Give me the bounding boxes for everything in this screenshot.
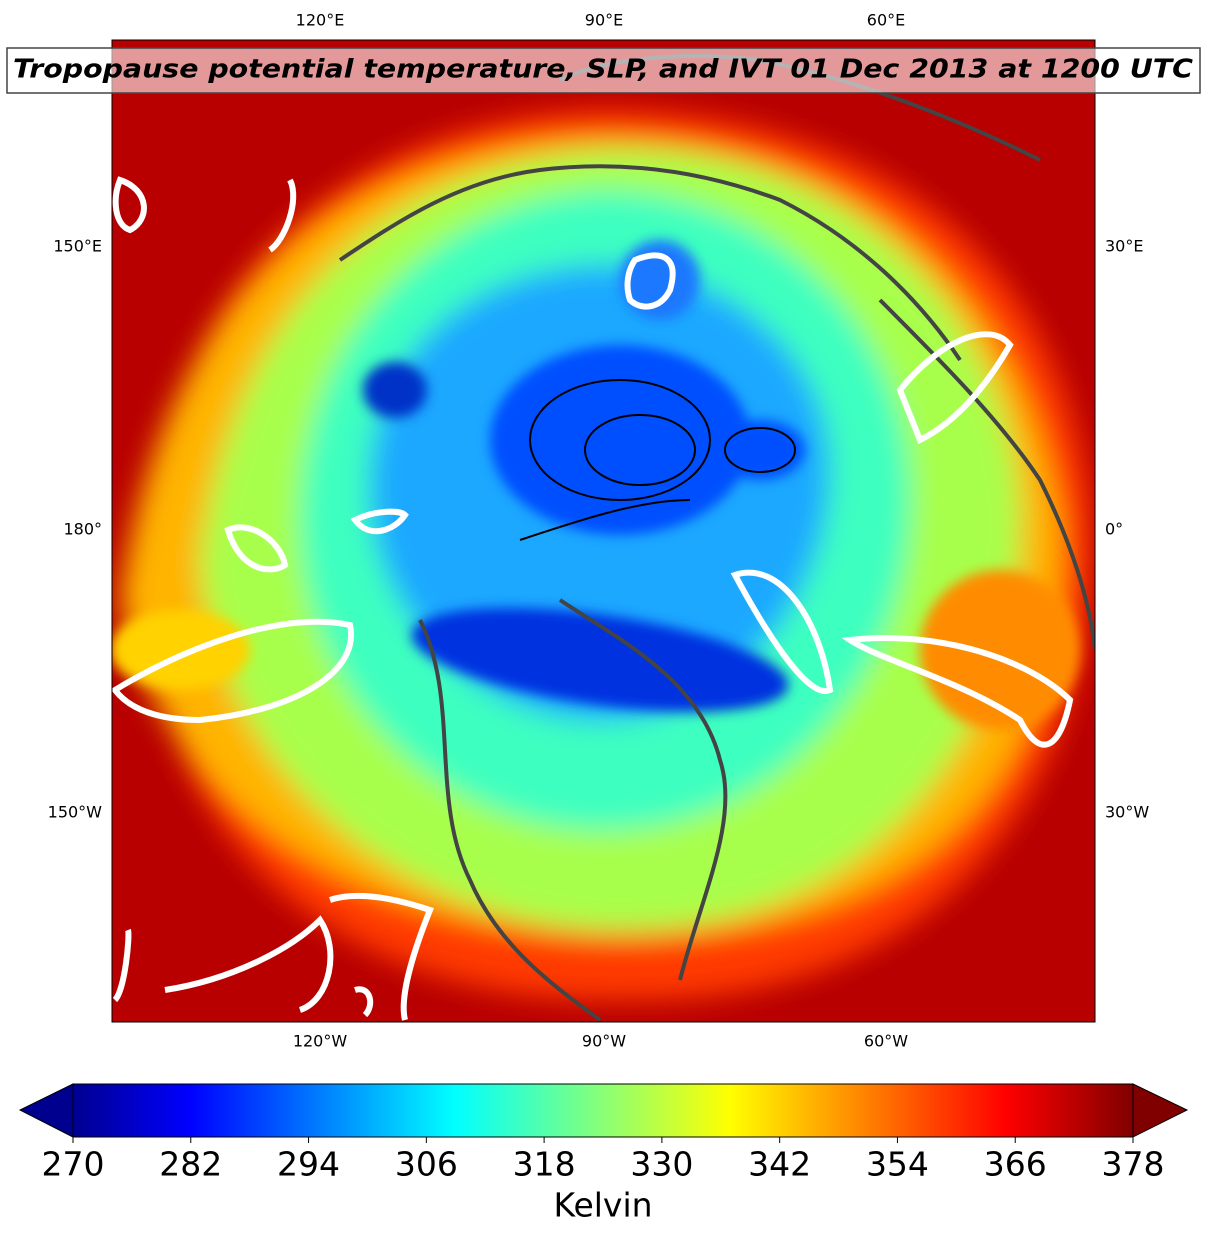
map-frame: [111, 39, 1096, 1023]
lon-label: 60°E: [867, 11, 905, 30]
lon-labels: 120°E 90°E 60°E 120°W 90°W 60°W 150°E 180° 150°W…: [48, 11, 1150, 1051]
slp-contours: [519, 379, 796, 541]
lon-label: 30°E: [1105, 237, 1143, 256]
lon-label: 150°E: [53, 237, 102, 256]
map-title: Tropopause potential temperature, SLP, a…: [13, 55, 1193, 85]
lon-label: 0°: [1105, 520, 1123, 539]
colorbar-tick-label: 306: [395, 1145, 458, 1184]
lon-label: 30°W: [1105, 803, 1149, 822]
colorbar-extend-low: [18, 1083, 74, 1138]
colorbar-tick-label: 294: [277, 1145, 340, 1184]
colorbar-tick-label: 366: [984, 1145, 1047, 1184]
colorbar-ticks: 270 282 294 306 318 330 342 354 366 378: [42, 1137, 1165, 1184]
colorbar-tick-label: 282: [159, 1145, 222, 1184]
colorbar: [18, 1083, 1189, 1138]
colorbar-label: Kelvin: [553, 1186, 652, 1225]
lon-label: 180°: [63, 520, 102, 539]
colorbar-tick-label: 378: [1102, 1145, 1165, 1184]
ivt-contours: [112, 176, 1074, 1021]
colorbar-tick-label: 330: [630, 1145, 693, 1184]
colorbar-tick-label: 342: [748, 1145, 811, 1184]
title-box: [6, 47, 1201, 94]
colorbar-extend-high: [1132, 1083, 1189, 1138]
lon-label: 90°E: [585, 11, 623, 30]
colorbar-bar: [72, 1083, 1134, 1138]
lon-label: 90°W: [582, 1032, 626, 1051]
colorbar-tick-label: 270: [42, 1145, 105, 1184]
colorbar-tick-label: 318: [513, 1145, 576, 1184]
lon-label: 60°W: [864, 1032, 908, 1051]
lon-label: 120°W: [293, 1032, 348, 1051]
lon-label: 120°E: [296, 11, 345, 30]
lon-label: 150°W: [48, 803, 103, 822]
map-field: [112, 40, 1095, 1022]
colorbar-tick-label: 354: [866, 1145, 929, 1184]
